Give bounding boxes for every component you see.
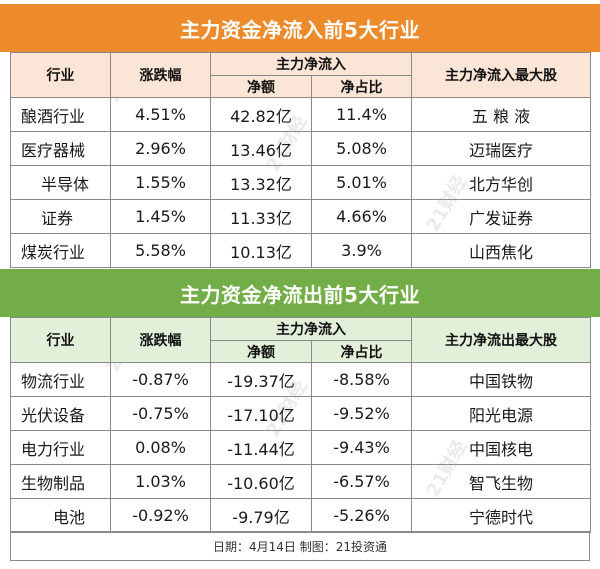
header-ratio: 净占比 bbox=[311, 75, 412, 98]
table-row: 电池 -0.92% -9.79亿 -5.26% 宁德时代 bbox=[10, 498, 591, 533]
header-industry: 行业 bbox=[10, 317, 111, 363]
header-amount: 净额 bbox=[210, 340, 312, 363]
industry-cell: 电池 bbox=[10, 498, 111, 533]
header-top-stock: 主力净流入最大股 bbox=[411, 52, 591, 98]
inflow-table: 行业 涨跌幅 主力净流入 主力净流入最大股 净额 净占比 酿酒行业 4.51% … bbox=[10, 52, 591, 268]
change-cell: 1.45% bbox=[110, 199, 211, 234]
table-row: 煤炭行业 5.58% 10.13亿 3.9% 山西焦化 bbox=[10, 233, 591, 268]
table-row: 电力行业 0.08% -11.44亿 -9.43% 中国核电 bbox=[10, 430, 591, 465]
industry-cell: 半导体 bbox=[10, 165, 111, 200]
table-row: 医疗器械 2.96% 13.46亿 5.08% 迈瑞医疗 bbox=[10, 131, 591, 166]
ratio-cell: -5.26% bbox=[311, 498, 412, 533]
top-stock-cell: 五 粮 液 bbox=[411, 97, 591, 132]
ratio-cell: 3.9% bbox=[311, 233, 412, 268]
outflow-title: 主力资金净流出前5大行业 bbox=[0, 269, 600, 317]
table-row: 酿酒行业 4.51% 42.82亿 11.4% 五 粮 液 bbox=[10, 97, 591, 132]
industry-cell: 生物制品 bbox=[10, 464, 111, 499]
ratio-cell: 11.4% bbox=[311, 97, 412, 132]
amount-cell: 13.32亿 bbox=[210, 165, 312, 200]
ratio-cell: 5.01% bbox=[311, 165, 412, 200]
top-stock-cell: 广发证券 bbox=[411, 199, 591, 234]
footer-credit: 日期：4月14日 制图：21投资通 bbox=[10, 531, 590, 561]
header-amount: 净额 bbox=[210, 75, 312, 98]
amount-cell: -19.37亿 bbox=[210, 362, 312, 397]
industry-cell: 煤炭行业 bbox=[10, 233, 111, 268]
industry-cell: 物流行业 bbox=[10, 362, 111, 397]
amount-cell: -10.60亿 bbox=[210, 464, 312, 499]
change-cell: 4.51% bbox=[110, 97, 211, 132]
change-cell: 0.08% bbox=[110, 430, 211, 465]
table-row: 生物制品 1.03% -10.60亿 -6.57% 智飞生物 bbox=[10, 464, 591, 499]
top-stock-cell: 中国铁物 bbox=[411, 362, 591, 397]
header-top-stock: 主力净流出最大股 bbox=[411, 317, 591, 363]
inflow-title: 主力资金净流入前5大行业 bbox=[0, 4, 600, 52]
change-cell: 1.03% bbox=[110, 464, 211, 499]
top-stock-cell: 阳光电源 bbox=[411, 396, 591, 431]
ratio-cell: 5.08% bbox=[311, 131, 412, 166]
industry-cell: 电力行业 bbox=[10, 430, 111, 465]
change-cell: -0.92% bbox=[110, 498, 211, 533]
change-cell: 2.96% bbox=[110, 131, 211, 166]
header-ratio: 净占比 bbox=[311, 340, 412, 363]
ratio-cell: -9.52% bbox=[311, 396, 412, 431]
ratio-cell: -8.58% bbox=[311, 362, 412, 397]
amount-cell: 10.13亿 bbox=[210, 233, 312, 268]
amount-cell: -11.44亿 bbox=[210, 430, 312, 465]
header-net-inflow: 主力净流入 bbox=[210, 317, 412, 341]
industry-cell: 证券 bbox=[10, 199, 111, 234]
header-industry: 行业 bbox=[10, 52, 111, 98]
amount-cell: -9.79亿 bbox=[210, 498, 312, 533]
amount-cell: 13.46亿 bbox=[210, 131, 312, 166]
change-cell: 5.58% bbox=[110, 233, 211, 268]
top-stock-cell: 智飞生物 bbox=[411, 464, 591, 499]
header-change: 涨跌幅 bbox=[110, 317, 211, 363]
outflow-table: 行业 涨跌幅 主力净流入 主力净流出最大股 净额 净占比 物流行业 -0.87%… bbox=[10, 317, 591, 533]
table-row: 光伏设备 -0.75% -17.10亿 -9.52% 阳光电源 bbox=[10, 396, 591, 431]
industry-cell: 光伏设备 bbox=[10, 396, 111, 431]
ratio-cell: 4.66% bbox=[311, 199, 412, 234]
ratio-cell: -9.43% bbox=[311, 430, 412, 465]
top-stock-cell: 山西焦化 bbox=[411, 233, 591, 268]
top-stock-cell: 宁德时代 bbox=[411, 498, 591, 533]
top-stock-cell: 中国核电 bbox=[411, 430, 591, 465]
change-cell: 1.55% bbox=[110, 165, 211, 200]
industry-cell: 医疗器械 bbox=[10, 131, 111, 166]
industry-cell: 酿酒行业 bbox=[10, 97, 111, 132]
amount-cell: 42.82亿 bbox=[210, 97, 312, 132]
change-cell: -0.75% bbox=[110, 396, 211, 431]
amount-cell: 11.33亿 bbox=[210, 199, 312, 234]
ratio-cell: -6.57% bbox=[311, 464, 412, 499]
header-net-inflow: 主力净流入 bbox=[210, 52, 412, 76]
table-row: 物流行业 -0.87% -19.37亿 -8.58% 中国铁物 bbox=[10, 362, 591, 397]
change-cell: -0.87% bbox=[110, 362, 211, 397]
header-change: 涨跌幅 bbox=[110, 52, 211, 98]
table-row: 证券 1.45% 11.33亿 4.66% 广发证券 bbox=[10, 199, 591, 234]
top-stock-cell: 迈瑞医疗 bbox=[411, 131, 591, 166]
amount-cell: -17.10亿 bbox=[210, 396, 312, 431]
table-row: 半导体 1.55% 13.32亿 5.01% 北方华创 bbox=[10, 165, 591, 200]
top-stock-cell: 北方华创 bbox=[411, 165, 591, 200]
